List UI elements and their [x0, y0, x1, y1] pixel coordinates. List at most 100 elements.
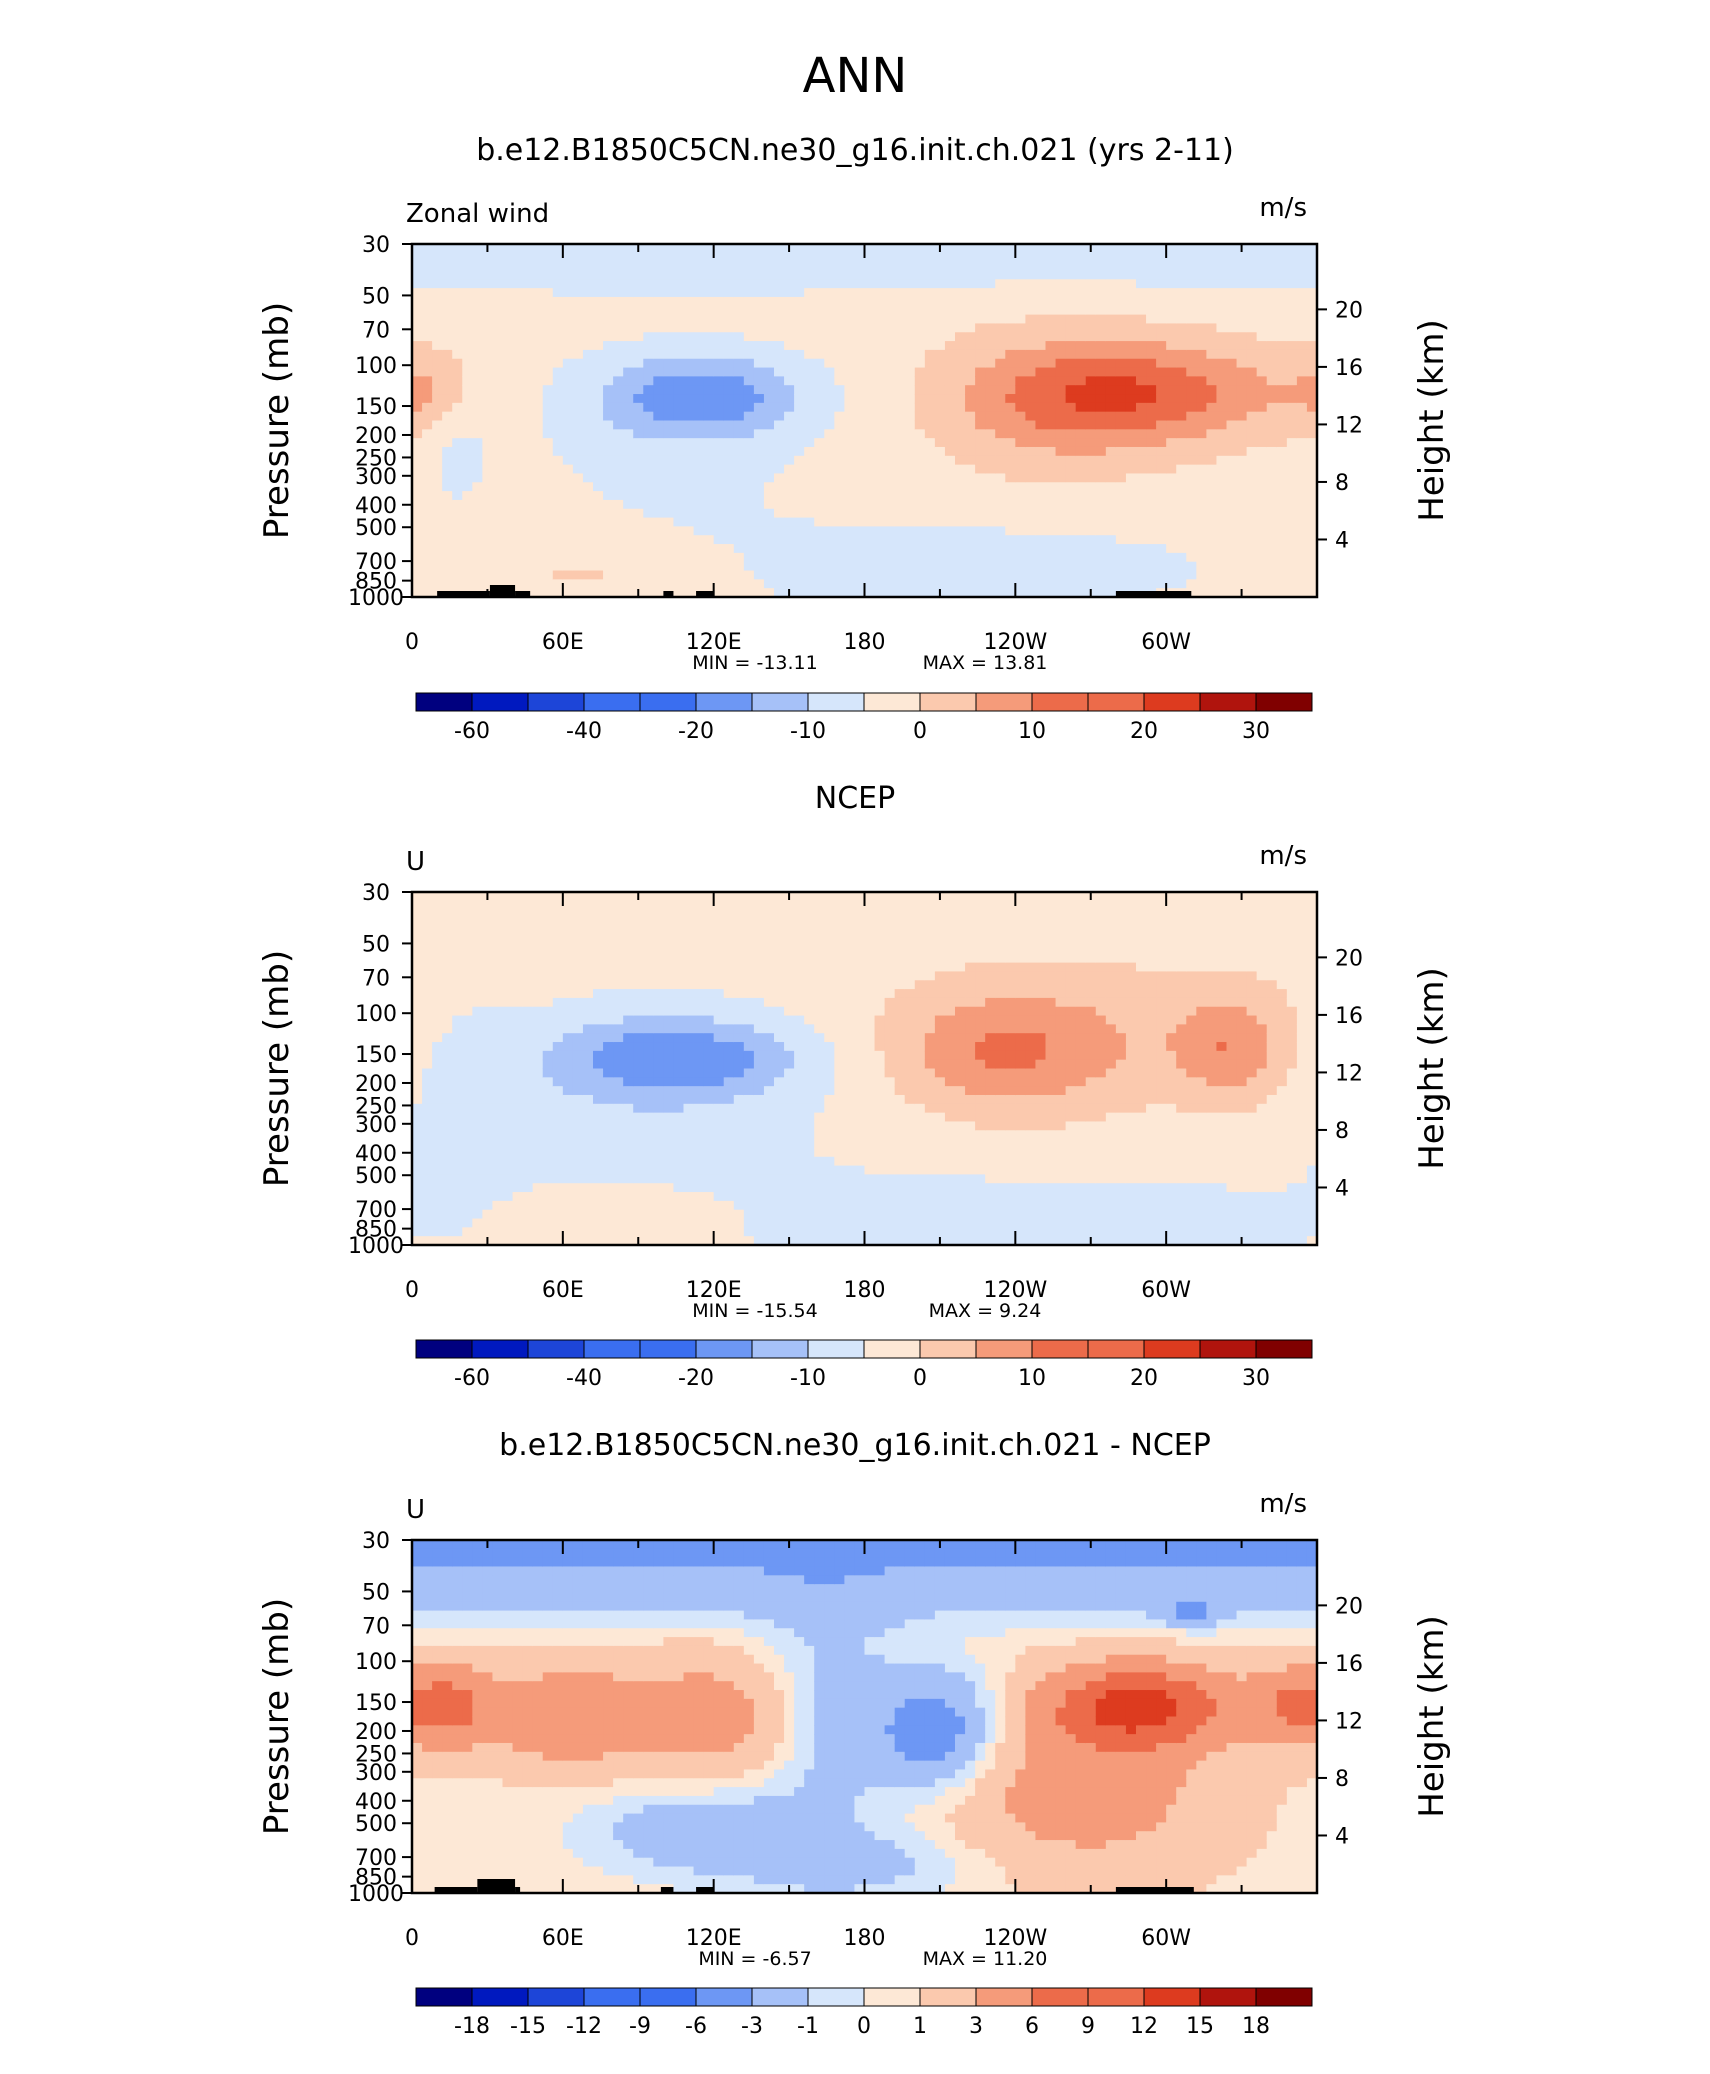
contour-cell	[643, 1209, 654, 1220]
contour-cell	[653, 1086, 664, 1096]
contour-cell	[894, 411, 906, 422]
contour-cell	[703, 570, 715, 580]
contour-cell	[794, 341, 805, 351]
contour-cell	[552, 535, 564, 545]
contour-cell	[582, 455, 594, 466]
x-tick-label: 120E	[686, 630, 742, 655]
contour-cell	[763, 349, 775, 360]
contour-cell	[733, 927, 745, 937]
contour-cell	[1236, 570, 1248, 580]
contour-cell	[643, 411, 654, 422]
contour-cell	[442, 927, 453, 937]
contour-cell	[452, 927, 463, 937]
contour-cell	[653, 971, 664, 981]
contour-cell	[864, 244, 876, 254]
contour-cell	[1276, 332, 1288, 342]
contour-cell	[542, 962, 554, 973]
contour-cell	[643, 570, 654, 580]
contour-cell	[452, 1121, 463, 1131]
contour-cell	[582, 1218, 594, 1228]
contour-cell	[1105, 535, 1117, 545]
contour-cell	[1005, 579, 1016, 589]
contour-cell	[512, 358, 524, 369]
contour-cell	[1206, 261, 1218, 272]
contour-cell	[784, 261, 795, 272]
contour-cell	[663, 1183, 675, 1193]
contour-cell	[693, 1077, 705, 1087]
contour-cell	[774, 341, 785, 351]
contour-cell	[904, 385, 916, 395]
contour-cell	[542, 402, 554, 413]
contour-cell	[784, 429, 795, 439]
contour-cell	[462, 909, 473, 920]
contour-cell	[482, 962, 494, 973]
contour-cell	[432, 261, 443, 272]
contour-cell	[914, 261, 926, 272]
contour-cell	[1286, 438, 1298, 448]
contour-cell	[763, 244, 775, 254]
contour-cell	[683, 962, 695, 973]
contour-cell	[552, 349, 564, 360]
contour-cell	[482, 296, 494, 307]
contour-cell	[653, 552, 664, 563]
contour-cell	[894, 332, 906, 342]
contour-cell	[693, 288, 705, 298]
contour-cell	[753, 446, 765, 457]
contour-cell	[1065, 491, 1077, 501]
contour-cell	[1015, 482, 1026, 492]
contour-cell	[1075, 455, 1087, 466]
contour-cell	[904, 367, 916, 377]
contour-cell	[582, 446, 594, 457]
contour-cell	[985, 464, 996, 475]
contour-cell	[1196, 526, 1207, 536]
contour-cell	[794, 411, 805, 422]
contour-cell	[804, 385, 815, 395]
contour-cell	[502, 900, 514, 911]
contour-cell	[944, 526, 956, 536]
contour-cell	[703, 464, 715, 475]
contour-cell	[834, 314, 845, 325]
contour-cell	[673, 491, 685, 501]
contour-cell	[995, 482, 1006, 492]
contour-cell	[1005, 517, 1016, 527]
contour-cell	[693, 909, 705, 920]
contour-cell	[1065, 561, 1077, 572]
contour-cell	[713, 1050, 725, 1061]
contour-cell	[572, 270, 584, 280]
contour-cell	[532, 892, 544, 902]
contour-cell	[643, 535, 654, 545]
contour-cell	[1136, 349, 1147, 360]
contour-cell	[512, 314, 524, 325]
contour-cell	[512, 464, 524, 475]
contour-cell	[1136, 288, 1147, 298]
contour-cell	[452, 535, 463, 545]
contour-cell	[703, 918, 715, 928]
contour-cell	[693, 341, 705, 351]
contour-cell	[452, 349, 463, 360]
contour-cell	[723, 358, 735, 369]
contour-cell	[884, 561, 896, 572]
contour-cell	[442, 1042, 453, 1052]
contour-cell	[442, 526, 453, 536]
contour-cell	[1136, 579, 1147, 589]
contour-cell	[552, 420, 564, 430]
contour-cell	[643, 1121, 654, 1131]
contour-cell	[542, 1042, 554, 1052]
contour-cell	[1025, 561, 1037, 572]
contour-cell	[552, 1236, 564, 1246]
contour-cell	[623, 244, 634, 254]
contour-cell	[432, 1209, 443, 1220]
contour-cell	[482, 455, 494, 466]
contour-cell	[874, 323, 886, 333]
contour-cell	[693, 305, 705, 316]
contour-cell	[894, 588, 906, 598]
contour-cell	[1065, 464, 1077, 475]
contour-cell	[955, 376, 966, 386]
contour-cell	[794, 261, 805, 272]
contour-cell	[1246, 552, 1258, 563]
contour-cell	[743, 244, 755, 254]
contour-cell	[1025, 455, 1037, 466]
contour-cell	[1146, 491, 1157, 501]
contour-cell	[512, 989, 524, 999]
contour-cell	[643, 517, 654, 527]
